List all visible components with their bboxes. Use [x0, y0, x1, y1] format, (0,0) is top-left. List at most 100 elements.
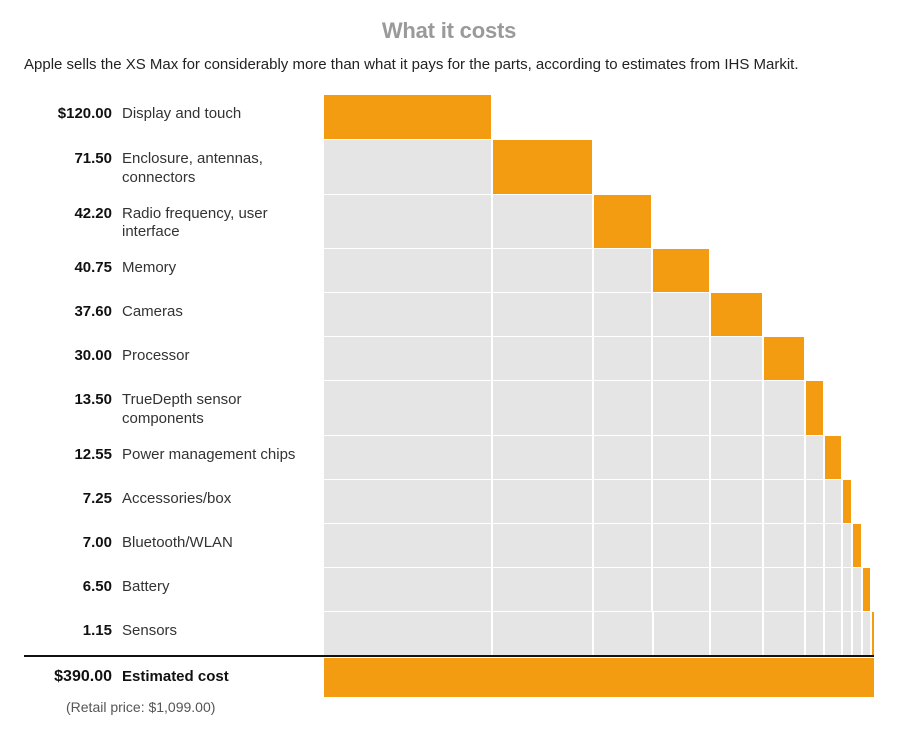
bar-segment	[324, 293, 493, 336]
row-value: $120.00	[24, 101, 122, 122]
bar-segment	[843, 140, 853, 194]
bar-segment	[493, 381, 594, 435]
bar-segment	[653, 95, 710, 139]
row-bars	[324, 95, 874, 139]
bar-segment	[764, 524, 806, 567]
bar-segment	[324, 381, 493, 435]
row-bars	[324, 524, 874, 567]
bar-segment	[872, 524, 874, 567]
waterfall-chart: $120.00Display and touch71.50Enclosure, …	[24, 95, 874, 715]
row-labels: 6.50Battery	[24, 568, 324, 611]
bar-segment	[853, 95, 863, 139]
bar-segment	[872, 381, 874, 435]
bar-segment	[594, 612, 654, 655]
bar-segment	[493, 293, 594, 336]
bar-segment	[863, 381, 872, 435]
bar-segment	[863, 293, 872, 336]
bar-segment	[806, 568, 825, 611]
bar-segment	[825, 524, 843, 567]
bar-segment	[853, 612, 863, 655]
bar-segment	[711, 524, 764, 567]
bar-segment	[843, 436, 853, 479]
bar-segment	[853, 436, 863, 479]
bar-segment	[594, 436, 653, 479]
bar-segment	[711, 381, 764, 435]
bar-segment	[825, 568, 843, 611]
total-labels: $390.00Estimated cost	[24, 658, 324, 697]
bar-segment	[711, 436, 764, 479]
bar-segment	[863, 480, 872, 523]
total-value: $390.00	[24, 664, 122, 686]
bar-segment	[863, 337, 872, 380]
bar-segment	[324, 95, 493, 139]
bar-segment	[843, 612, 853, 655]
bar-segment	[872, 95, 874, 139]
bar-segment	[653, 480, 710, 523]
bar-segment	[863, 524, 872, 567]
bar-segment	[825, 140, 843, 194]
row-value: 1.15	[24, 618, 122, 639]
bar-segment	[843, 337, 853, 380]
bar-segment	[324, 524, 493, 567]
bar-segment	[853, 195, 863, 249]
bar-segment	[493, 612, 594, 655]
row-labels: 12.55Power management chips	[24, 436, 324, 479]
bar-segment	[872, 436, 874, 479]
bar-segment	[764, 381, 806, 435]
bar-segment	[825, 436, 843, 479]
row-bars	[324, 381, 874, 435]
bar-segment	[843, 293, 853, 336]
bar-segment	[594, 293, 653, 336]
bar-segment	[806, 195, 825, 249]
bar-segment	[493, 480, 594, 523]
bar-segment	[825, 249, 843, 292]
bar-segment	[825, 612, 843, 655]
bar-segment	[853, 568, 863, 611]
row-label: Memory	[122, 255, 182, 278]
total-row: $390.00Estimated cost	[24, 657, 874, 697]
bar-segment	[863, 612, 872, 655]
bar-segment	[594, 524, 653, 567]
bar-segment	[493, 568, 594, 611]
chart-row: 13.50TrueDepth sensor components	[24, 380, 874, 435]
chart-title: What it costs	[24, 18, 874, 44]
bar-segment	[872, 140, 874, 194]
row-value: 42.20	[24, 201, 122, 222]
row-value: 6.50	[24, 574, 122, 595]
bar-segment	[825, 195, 843, 249]
bar-segment	[594, 195, 653, 249]
bar-segment	[764, 568, 806, 611]
bar-segment	[764, 480, 806, 523]
bar-segment	[764, 612, 806, 655]
bar-segment	[872, 293, 874, 336]
bar-segment	[872, 249, 874, 292]
chart-row: 30.00Processor	[24, 336, 874, 380]
bar-segment	[324, 140, 493, 194]
bar-segment	[853, 249, 863, 292]
bar-segment	[493, 249, 594, 292]
row-value: 30.00	[24, 343, 122, 364]
bar-segment	[806, 337, 825, 380]
row-label: Accessories/box	[122, 486, 237, 509]
row-bars	[324, 249, 874, 292]
bar-segment	[872, 568, 874, 611]
bar-segment	[863, 568, 872, 611]
bar-segment	[653, 249, 710, 292]
bar-segment	[853, 381, 863, 435]
bar-segment	[324, 436, 493, 479]
bar-segment	[711, 293, 764, 336]
bar-segment	[863, 140, 872, 194]
row-value: 12.55	[24, 442, 122, 463]
row-labels: 1.15Sensors	[24, 612, 324, 655]
bar-segment	[843, 524, 853, 567]
bar-segment	[764, 195, 806, 249]
row-label: Processor	[122, 343, 196, 366]
row-label: Enclosure, antennas, connectors	[122, 146, 324, 188]
bar-segment	[764, 293, 806, 336]
bar-segment	[594, 480, 653, 523]
bar-segment	[711, 337, 764, 380]
bar-segment	[806, 95, 825, 139]
bar-segment	[324, 612, 493, 655]
bar-segment	[493, 95, 594, 139]
bar-segment	[594, 381, 653, 435]
